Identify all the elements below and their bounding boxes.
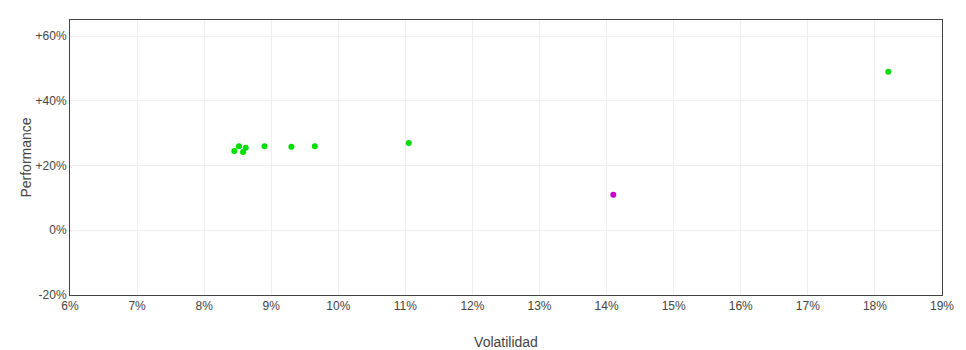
svg-text:19%: 19%	[930, 299, 954, 313]
svg-text:13%: 13%	[528, 299, 552, 313]
svg-text:+40%: +40%	[36, 94, 67, 108]
svg-text:17%: 17%	[796, 299, 820, 313]
svg-text:14%: 14%	[595, 299, 619, 313]
svg-text:7%: 7%	[128, 299, 146, 313]
svg-text:Performance: Performance	[18, 117, 34, 197]
svg-text:6%: 6%	[61, 299, 79, 313]
svg-text:11%: 11%	[394, 299, 417, 313]
svg-text:0%: 0%	[49, 223, 67, 237]
svg-text:10%: 10%	[326, 299, 350, 313]
svg-text:12%: 12%	[460, 299, 484, 313]
svg-text:+20%: +20%	[36, 159, 67, 173]
svg-text:8%: 8%	[195, 299, 213, 313]
svg-text:9%: 9%	[263, 299, 281, 313]
svg-text:15%: 15%	[662, 299, 686, 313]
svg-text:18%: 18%	[863, 299, 887, 313]
svg-text:+60%: +60%	[36, 29, 67, 43]
svg-text:16%: 16%	[729, 299, 753, 313]
svg-text:-20%: -20%	[39, 288, 67, 302]
svg-text:Volatilidad: Volatilidad	[474, 334, 538, 350]
